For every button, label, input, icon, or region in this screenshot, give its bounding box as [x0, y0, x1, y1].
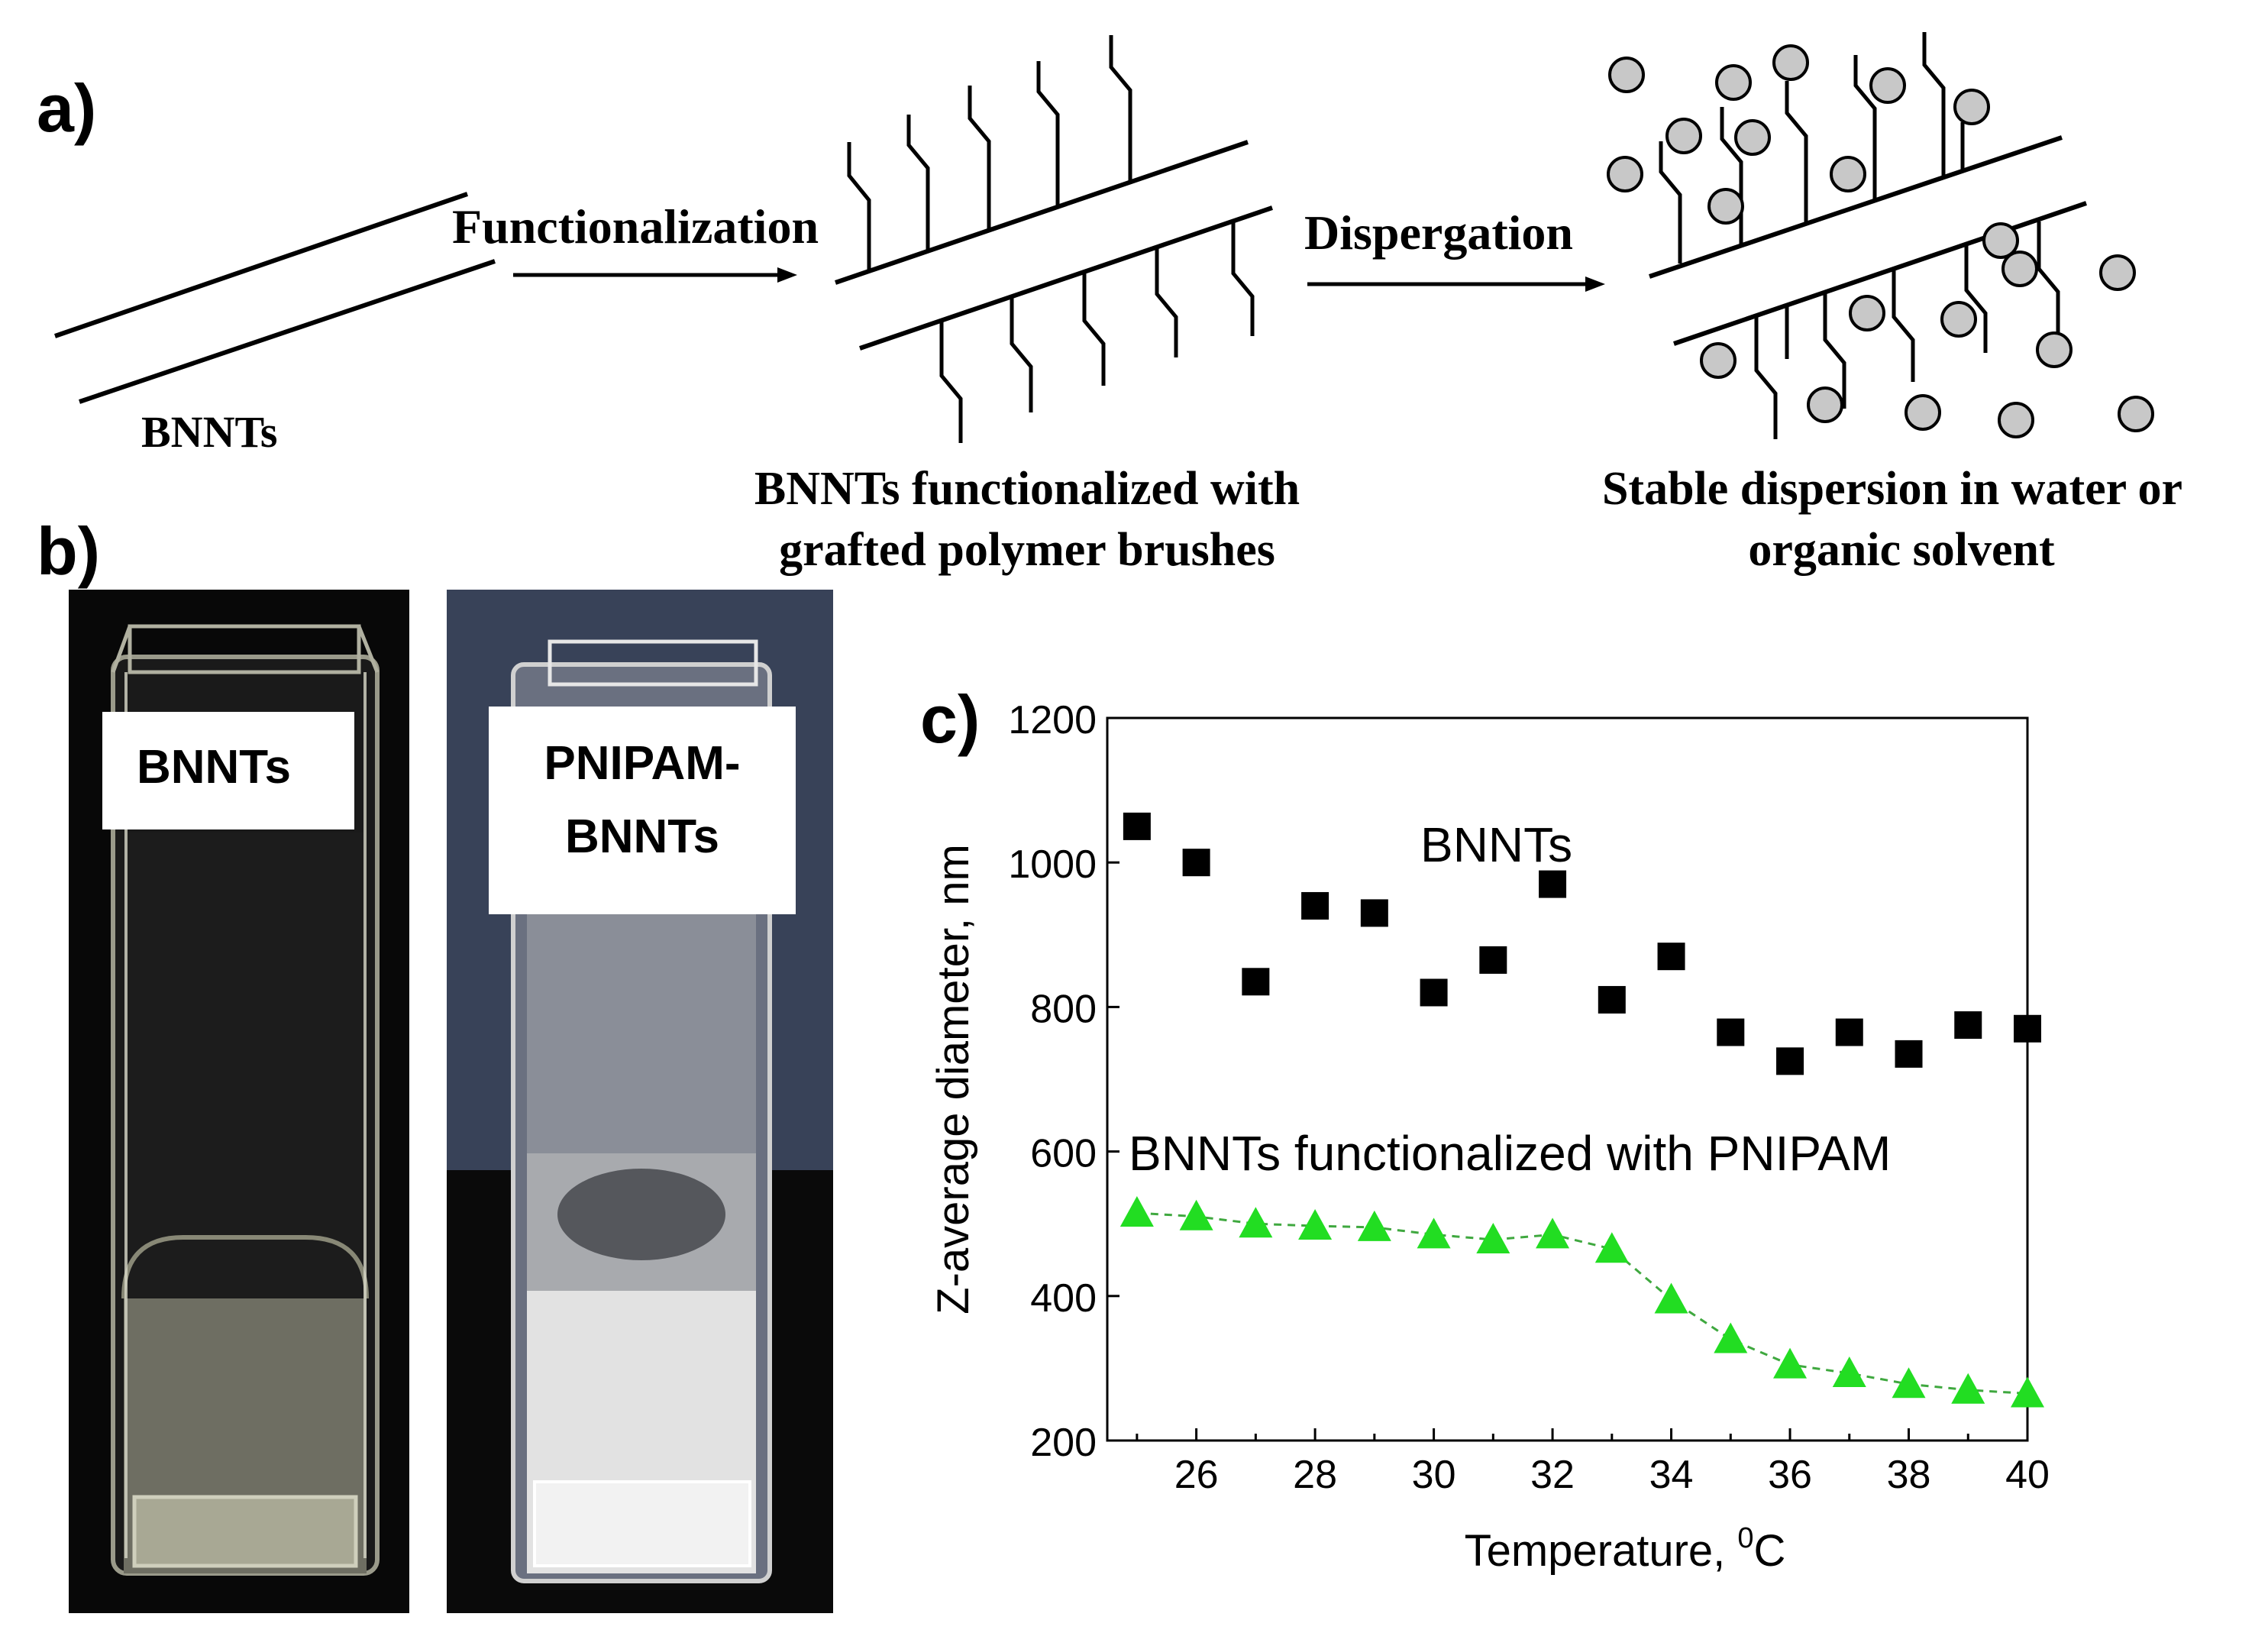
point-pnipam-bnnts — [1476, 1223, 1510, 1254]
functionalization-arrow — [513, 267, 797, 283]
y-tick-label: 600 — [1030, 1132, 1097, 1176]
point-pnipam-bnnts — [1654, 1282, 1688, 1314]
point-bnnts — [1835, 1018, 1863, 1046]
point-bnnts — [1123, 812, 1151, 840]
right-cuvette-label-line2: BNNTs — [565, 810, 719, 863]
point-bnnts — [1657, 943, 1685, 971]
bare-bnnt-illustration — [54, 192, 496, 404]
dispersion-label-line2: organic solvent — [1748, 524, 2055, 576]
left-cuvette-label: BNNTs — [137, 741, 291, 794]
series-line-pnipam — [1136, 1211, 2028, 1395]
functionalized-bnnt-illustration — [835, 35, 1273, 443]
y-axis: 200 400 600 800 1000 1200 — [1008, 698, 1119, 1465]
point-bnnts — [1420, 978, 1448, 1007]
x-axis-title-unit: C — [1754, 1526, 1786, 1576]
photo-bnnts-cuvette: BNNTs — [69, 590, 409, 1613]
point-bnnts — [1954, 1011, 1982, 1040]
point-pnipam-bnnts — [1832, 1357, 1866, 1388]
x-tick-label: 26 — [1174, 1453, 1219, 1497]
photo-pnipam-bnnts-cuvette: PNIPAM- BNNTs — [447, 590, 833, 1613]
x-axis-title: Temperature, 0C — [1465, 1522, 1786, 1576]
series-lines — [1136, 1211, 2028, 1395]
x-tick-label: 36 — [1768, 1453, 1812, 1497]
point-bnnts — [1182, 849, 1210, 877]
point-pnipam-bnnts — [1714, 1322, 1748, 1353]
legend-pnipam: BNNTs functionalized with PNIPAM — [1129, 1126, 1891, 1181]
right-cuvette-label-line1: PNIPAM- — [544, 737, 740, 790]
legend-bnnts: BNNTs — [1420, 817, 1572, 872]
dispersion-label-line1: Stable dispersion in water or — [1602, 463, 2182, 515]
point-bnnts — [1598, 985, 1626, 1014]
z-average-chart: 200 400 600 800 1000 1200 26 28 30 32 34 36 38 40 BN… — [929, 698, 2050, 1576]
point-pnipam-bnnts — [1119, 1196, 1154, 1227]
point-pnipam-bnnts — [1536, 1217, 1570, 1249]
x-tick-label: 28 — [1293, 1453, 1337, 1497]
point-bnnts — [2014, 1014, 2041, 1043]
x-axis-title-superscript: 0 — [1737, 1522, 1753, 1554]
functionalization-label: Functionalization — [452, 199, 819, 254]
dispergation-label: Dispergation — [1304, 205, 1573, 260]
series-points — [1119, 812, 2044, 1408]
point-bnnts — [1776, 1047, 1804, 1075]
plot-frame — [1106, 716, 2029, 1442]
bnnts-label: BNNTs — [141, 407, 277, 457]
panel-c-label: c) — [920, 681, 980, 757]
point-bnnts — [1895, 1040, 1923, 1068]
point-pnipam-bnnts — [1773, 1347, 1808, 1379]
point-pnipam-bnnts — [1951, 1373, 1985, 1404]
panel-b-label: b) — [37, 513, 100, 589]
point-pnipam-bnnts — [1417, 1217, 1451, 1249]
y-tick-label: 1200 — [1008, 698, 1097, 742]
point-pnipam-bnnts — [1298, 1209, 1333, 1240]
y-tick-label: 400 — [1030, 1276, 1097, 1321]
x-tick-label: 34 — [1649, 1453, 1694, 1497]
x-axis: 26 28 30 32 34 36 38 40 — [1136, 1428, 2050, 1497]
x-tick-label: 38 — [1887, 1453, 1931, 1497]
point-bnnts — [1479, 946, 1507, 974]
point-pnipam-bnnts — [1892, 1367, 1926, 1399]
point-pnipam-bnnts — [1594, 1232, 1629, 1263]
y-tick-label: 800 — [1030, 987, 1097, 1031]
dispergation-arrow — [1307, 276, 1605, 292]
y-tick-label: 1000 — [1008, 842, 1097, 887]
y-axis-title: Z-average diameter, nm — [929, 844, 978, 1314]
solvent-particles — [1607, 44, 2154, 438]
point-bnnts — [1717, 1018, 1745, 1046]
functionalized-label-line1: BNNTs functionalized with — [754, 463, 1300, 515]
panel-a: a) BNNTs Functionalization — [37, 32, 2182, 576]
panel-b: b) BNNTs — [37, 513, 833, 1613]
point-pnipam-bnnts — [1239, 1207, 1273, 1238]
point-bnnts — [1539, 870, 1567, 898]
point-pnipam-bnnts — [1179, 1199, 1213, 1230]
point-bnnts — [1360, 899, 1388, 927]
panel-a-label: a) — [37, 70, 96, 146]
x-axis-title-text: Temperature, — [1465, 1526, 1738, 1576]
x-tick-label: 30 — [1412, 1453, 1456, 1497]
point-pnipam-bnnts — [2011, 1376, 2044, 1408]
y-tick-label: 200 — [1030, 1421, 1097, 1465]
x-tick-label: 40 — [2005, 1453, 2050, 1497]
x-tick-label: 32 — [1530, 1453, 1575, 1497]
functionalized-label-line2: grafted polymer brushes — [779, 524, 1275, 576]
point-bnnts — [1242, 968, 1270, 996]
point-pnipam-bnnts — [1357, 1210, 1391, 1241]
point-bnnts — [1301, 891, 1329, 920]
